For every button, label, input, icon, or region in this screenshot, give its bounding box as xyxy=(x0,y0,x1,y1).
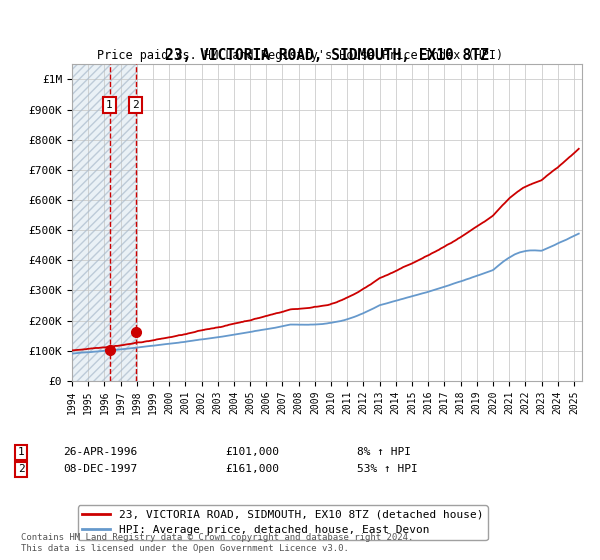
Text: 1: 1 xyxy=(17,447,25,458)
Text: £101,000: £101,000 xyxy=(225,447,279,458)
Text: 26-APR-1996: 26-APR-1996 xyxy=(63,447,137,458)
Text: 53% ↑ HPI: 53% ↑ HPI xyxy=(357,464,418,474)
Text: Contains HM Land Registry data © Crown copyright and database right 2024.
This d: Contains HM Land Registry data © Crown c… xyxy=(21,533,413,553)
Text: Price paid vs. HM Land Registry's House Price Index (HPI): Price paid vs. HM Land Registry's House … xyxy=(97,49,503,62)
Text: 8% ↑ HPI: 8% ↑ HPI xyxy=(357,447,411,458)
Bar xyxy=(72,64,136,381)
Legend: 23, VICTORIA ROAD, SIDMOUTH, EX10 8TZ (detached house), HPI: Average price, deta: 23, VICTORIA ROAD, SIDMOUTH, EX10 8TZ (d… xyxy=(77,505,488,540)
Title: 23, VICTORIA ROAD, SIDMOUTH, EX10 8TZ: 23, VICTORIA ROAD, SIDMOUTH, EX10 8TZ xyxy=(165,48,489,63)
Bar xyxy=(72,64,136,381)
Text: 2: 2 xyxy=(17,464,25,474)
Text: 08-DEC-1997: 08-DEC-1997 xyxy=(63,464,137,474)
Text: £161,000: £161,000 xyxy=(225,464,279,474)
Text: 1: 1 xyxy=(106,100,113,110)
Text: 2: 2 xyxy=(132,100,139,110)
